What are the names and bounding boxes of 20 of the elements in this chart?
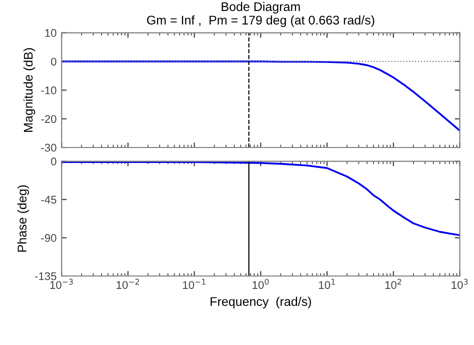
- y-tick-label: 0: [51, 58, 56, 66]
- y-tick-label: 0: [51, 158, 56, 166]
- y-tick-label: -20: [41, 115, 56, 123]
- y-tick-label: 10: [45, 29, 56, 37]
- x-tick-label: 10$^{1}$: [319, 278, 335, 289]
- y-tick-label: -30: [41, 144, 56, 152]
- x-tick-label: 10$^{−3}$: [50, 278, 73, 289]
- y-tick-label: -90: [41, 234, 56, 242]
- chart-title: Bode Diagram Gm = Inf , Pm = 179 deg (at 0.663 rad/s): [147, 2, 374, 28]
- x-tick-label: 10$^{0}$: [252, 278, 269, 289]
- x-axis-title: Frequency (rad/s): [210, 296, 311, 308]
- y-axis-title: Magnitude (dB): [23, 48, 36, 132]
- y-axis-title: Phase (deg): [17, 185, 29, 252]
- x-tick-label: 10$^{−1}$: [183, 278, 206, 289]
- x-tick-label: 10$^{3}$: [452, 278, 468, 289]
- x-tick-label: 10$^{2}$: [385, 278, 402, 289]
- x-tick-label: 10$^{−2}$: [116, 278, 139, 289]
- y-tick-label: -45: [41, 196, 56, 204]
- y-tick-label: -135: [35, 272, 56, 280]
- y-tick-label: -10: [41, 86, 56, 94]
